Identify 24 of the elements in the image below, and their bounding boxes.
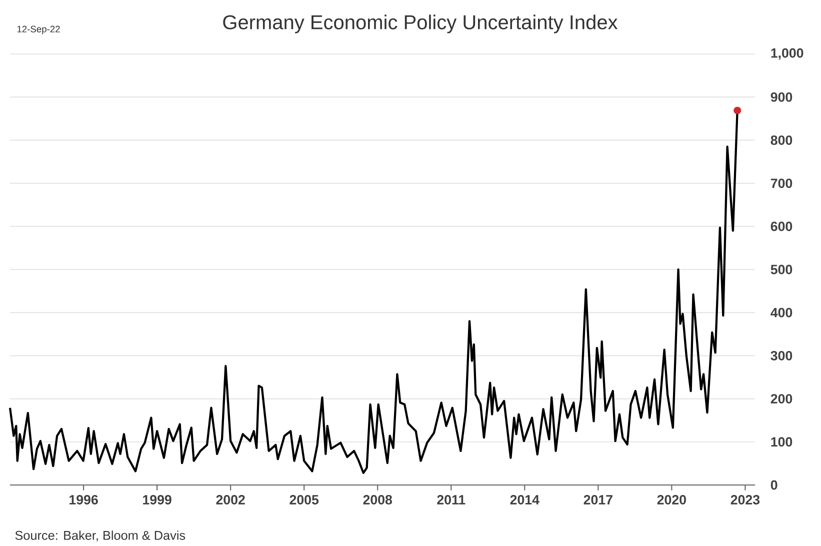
y-tick-label: 900: [770, 92, 792, 102]
x-tick-label: 2008: [363, 495, 392, 504]
y-tick-label: 1,000: [771, 48, 804, 60]
y-tick-label: 600: [770, 222, 792, 232]
x-tick-label: 2017: [584, 495, 612, 504]
y-tick-label: 500: [770, 264, 792, 274]
x-tick-label: 2011: [437, 495, 466, 504]
chart-title: Germany Economic Policy Uncertainty Index: [223, 14, 618, 34]
y-tick-label: 800: [770, 135, 792, 145]
text: 12-Sep-22: [17, 26, 60, 34]
x-tick-label: 2002: [216, 495, 245, 504]
y-tick-label: 300: [770, 350, 792, 360]
y-tick-label: 400: [770, 308, 792, 318]
x-tick-label: 2005: [290, 495, 319, 504]
y-tick-label: 0: [770, 480, 778, 490]
y-tick-label: 200: [770, 394, 792, 404]
x-tick-label: 2020: [657, 495, 686, 504]
y-tick-label: 700: [770, 178, 792, 188]
y-tick-label: 100: [771, 437, 792, 447]
x-tick-label: 1996: [70, 495, 98, 504]
x-tick-label: 1999: [143, 495, 172, 504]
x-tick-label: 2014: [510, 495, 540, 504]
source-note: Source: Baker, Bloom & Davis: [15, 530, 186, 542]
x-tick-label: 2023: [730, 495, 760, 504]
